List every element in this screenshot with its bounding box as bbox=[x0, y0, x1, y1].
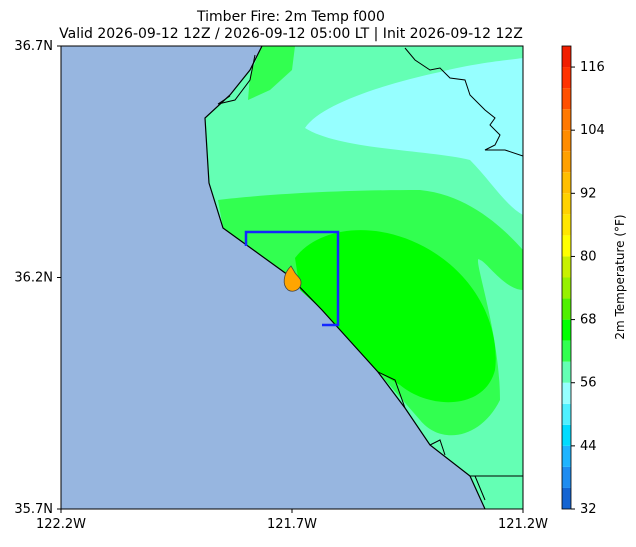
y-tick-label: 36.7N bbox=[14, 39, 53, 54]
colorbar-label: 2m Temperature (°F) bbox=[613, 214, 627, 339]
colorbar-band bbox=[562, 130, 571, 152]
title-line: Timber Fire: 2m Temp f000 bbox=[196, 9, 385, 25]
colorbar-band bbox=[562, 109, 571, 131]
colorbar-band bbox=[562, 319, 571, 341]
colorbar-tick-label: 56 bbox=[580, 376, 597, 391]
colorbar-band bbox=[562, 256, 571, 278]
colorbar-band bbox=[562, 46, 571, 68]
colorbar-band bbox=[562, 382, 571, 404]
fire-icon bbox=[283, 265, 302, 292]
colorbar-tick-label: 116 bbox=[580, 60, 605, 75]
x-tick-label: 122.2W bbox=[36, 517, 86, 532]
colorbar bbox=[562, 46, 571, 509]
colorbar-band bbox=[562, 172, 571, 194]
title-line: Valid 2026-09-12 12Z / 2026-09-12 05:00 … bbox=[59, 26, 523, 42]
map bbox=[61, 46, 523, 509]
boundary bbox=[377, 371, 523, 501]
colorbar-tick-label: 80 bbox=[580, 249, 597, 264]
colorbar-band bbox=[562, 193, 571, 215]
colorbar-band bbox=[562, 298, 571, 320]
colorbar-band bbox=[562, 340, 571, 362]
colorbar-tick-label: 68 bbox=[580, 313, 597, 328]
land-temp-52 bbox=[305, 58, 523, 215]
colorbar-band bbox=[562, 151, 571, 173]
x-tick-label: 121.7W bbox=[267, 517, 317, 532]
colorbar-tick-label: 104 bbox=[580, 123, 605, 138]
colorbar-band bbox=[562, 466, 571, 488]
land-temp-60 bbox=[248, 46, 295, 100]
land-temp-64 bbox=[295, 230, 496, 403]
colorbar-tick-label: 44 bbox=[580, 439, 597, 454]
colorbar-band bbox=[562, 424, 571, 446]
y-tick-label: 35.7N bbox=[14, 502, 53, 517]
colorbar-band bbox=[562, 235, 571, 257]
fire-domain-box bbox=[244, 230, 340, 327]
colorbar-band bbox=[562, 487, 571, 509]
colorbar-band bbox=[562, 88, 571, 110]
y-tick-label: 36.2N bbox=[14, 271, 53, 286]
colorbar-band bbox=[562, 67, 571, 89]
colorbar-band bbox=[562, 277, 571, 299]
colorbar-tick-label: 92 bbox=[580, 186, 597, 201]
colorbar-tick-label: 32 bbox=[580, 502, 597, 517]
colorbar-band bbox=[562, 403, 571, 425]
colorbar-frame bbox=[561, 45, 572, 510]
boundary bbox=[217, 54, 256, 105]
boundary bbox=[404, 47, 523, 157]
colorbar-band bbox=[562, 445, 571, 467]
x-tick-label: 121.2W bbox=[498, 517, 548, 532]
colorbar-band bbox=[562, 361, 571, 383]
colorbar-band bbox=[562, 214, 571, 236]
